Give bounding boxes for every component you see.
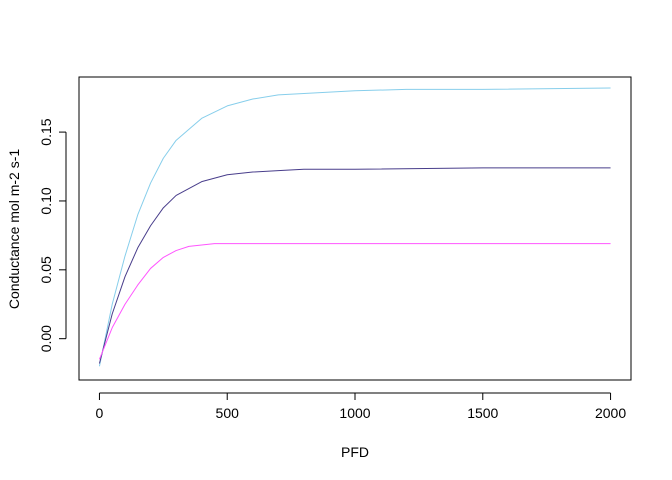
plot-frame [78, 76, 632, 381]
series-line-3 [98, 243, 611, 360]
x-tick-label: 500 [216, 405, 240, 421]
x-axis: 0 500 1000 1500 2000 [96, 392, 626, 421]
x-tick-label: 2000 [595, 405, 626, 421]
y-tick-label: 0.15 [38, 118, 54, 145]
series-line-1 [98, 87, 611, 367]
x-axis-title: PFD [341, 444, 369, 460]
y-tick-label: 0.00 [38, 325, 54, 352]
x-tick-label: 1500 [467, 405, 498, 421]
x-tick-label: 1000 [339, 405, 370, 421]
y-tick-label: 0.10 [38, 187, 54, 214]
y-axis-title: Conductance mol m-2 s-1 [6, 149, 22, 310]
x-tick-label: 0 [96, 405, 104, 421]
series-line-2 [98, 167, 611, 364]
series-layer [98, 87, 611, 367]
y-tick-label: 0.05 [38, 256, 54, 283]
y-axis: 0.00 0.05 0.10 0.15 [38, 118, 67, 352]
